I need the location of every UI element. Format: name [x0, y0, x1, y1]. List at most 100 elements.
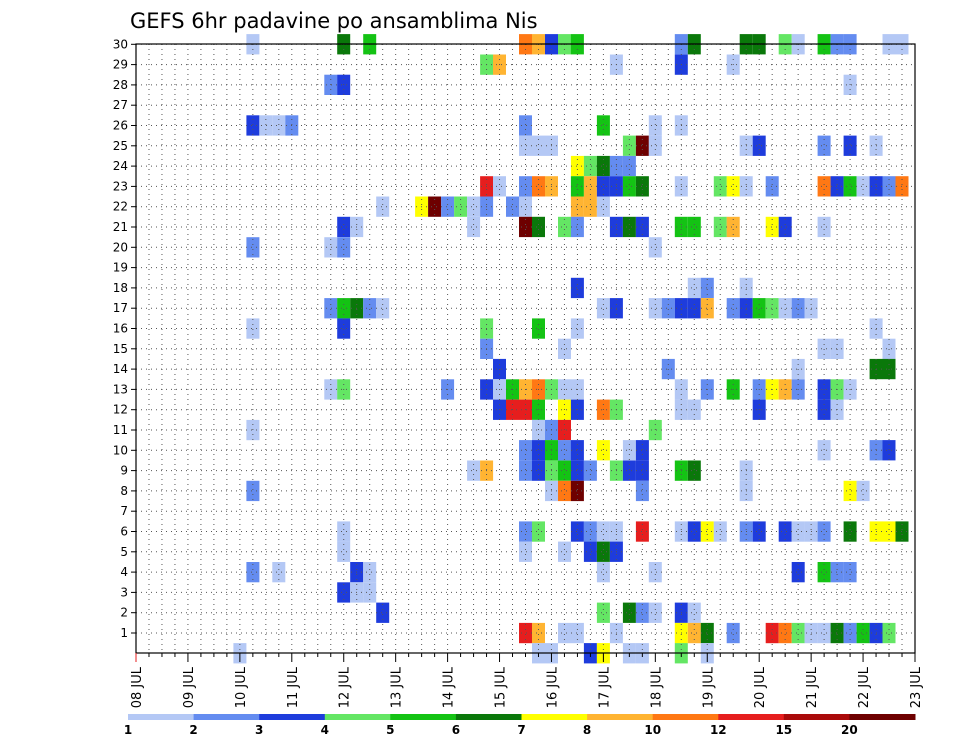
legend-swatch [521, 714, 588, 720]
cell [726, 622, 740, 644]
cell [843, 521, 857, 542]
cell [635, 521, 649, 542]
cell [622, 135, 636, 156]
cell [467, 216, 481, 238]
cell [519, 440, 532, 461]
cell [570, 622, 584, 644]
cell [532, 419, 545, 441]
cell [817, 622, 831, 644]
cell [765, 216, 779, 238]
y-tick-label: 23 [113, 179, 128, 193]
x-tick-label: 14 JUL [442, 666, 457, 708]
legend-label: 10 [644, 723, 661, 737]
cell [791, 562, 805, 583]
y-tick-label: 13 [113, 382, 128, 396]
cell [635, 135, 649, 156]
legend-label: 8 [583, 723, 591, 737]
cell [558, 338, 571, 359]
cell [648, 419, 662, 441]
cells-layer [233, 34, 909, 664]
cell [817, 176, 831, 197]
cell [661, 298, 675, 319]
cell [558, 216, 571, 238]
cell [622, 460, 636, 481]
cell [519, 622, 532, 644]
cell [882, 622, 896, 644]
cell [519, 460, 532, 481]
y-axis: 1234567891011121314151617181920212223242… [113, 37, 136, 640]
cell [558, 419, 571, 441]
cell [246, 419, 260, 441]
legend-swatch [128, 714, 195, 720]
cell [570, 521, 584, 542]
cell [532, 135, 545, 156]
cell [558, 480, 571, 502]
x-tick-label: 18 JUL [649, 666, 664, 708]
x-tick-label: 08 JUL [130, 666, 145, 708]
cell [272, 562, 286, 583]
cell [570, 277, 584, 299]
x-tick-label: 17 JUL [597, 666, 612, 708]
y-tick-label: 26 [113, 119, 128, 133]
cell [363, 582, 377, 603]
legend-label: 7 [517, 723, 525, 737]
cell [519, 196, 532, 217]
cell [700, 277, 714, 299]
cell [570, 216, 584, 238]
legend: 1 2 3 4 5 6 7 8 10 12 15 20 [124, 714, 916, 737]
cell [454, 196, 468, 217]
cell [532, 460, 545, 481]
legend-label: 15 [775, 723, 792, 737]
chart-title: GEFS 6hr padavine po ansamblima Nis [130, 9, 538, 33]
cell [726, 216, 740, 238]
cell [635, 440, 649, 461]
cell [583, 155, 597, 177]
y-tick-label: 17 [113, 301, 128, 315]
cell [506, 196, 519, 217]
cell [596, 115, 610, 136]
y-tick-label: 29 [113, 58, 128, 72]
cell [246, 115, 260, 136]
cell [519, 521, 532, 542]
y-tick-label: 5 [120, 545, 128, 559]
legend-label: 12 [710, 723, 727, 737]
legend-label: 1 [124, 723, 132, 737]
cell [570, 318, 584, 339]
cell [648, 115, 662, 136]
cell [337, 318, 351, 339]
cell [830, 338, 844, 359]
cell [324, 298, 338, 319]
cell [700, 521, 714, 542]
cell [856, 176, 870, 197]
cell [583, 521, 597, 542]
y-tick-label: 3 [120, 585, 128, 599]
cell [570, 440, 584, 461]
cell [596, 541, 610, 562]
y-tick-label: 7 [120, 504, 128, 518]
cell [532, 622, 545, 644]
cell [817, 216, 831, 238]
cell [596, 298, 610, 319]
cell [583, 176, 597, 197]
x-tick-label: 12 JUL [338, 666, 353, 708]
y-tick-label: 27 [113, 98, 128, 112]
legend-swatch [455, 714, 522, 720]
y-tick-label: 21 [113, 220, 128, 234]
cell [648, 562, 662, 583]
cell [830, 176, 844, 197]
cell [570, 460, 584, 481]
cell [778, 298, 792, 319]
x-tick-label: 09 JUL [182, 666, 197, 708]
cell [337, 298, 351, 319]
x-tick-label: 19 JUL [701, 666, 716, 708]
cell [519, 541, 532, 562]
cell [246, 237, 260, 258]
cell [363, 298, 377, 319]
y-tick-label: 16 [113, 322, 128, 336]
cell [713, 521, 727, 542]
legend-swatch [652, 714, 719, 720]
x-tick-label: 13 JUL [390, 666, 405, 708]
cell [765, 298, 779, 319]
cell [778, 622, 792, 644]
cell [687, 622, 701, 644]
